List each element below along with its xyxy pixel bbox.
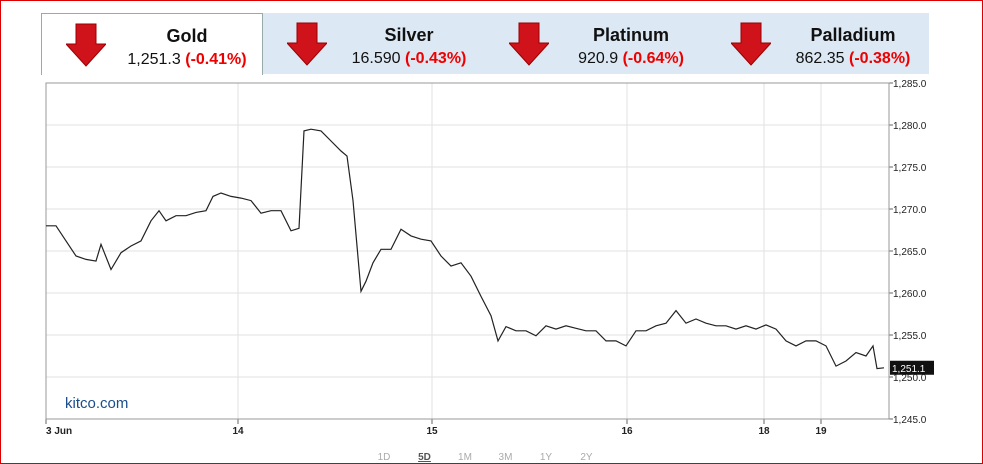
down-arrow-icon [731, 22, 771, 66]
tab-price-line: 862.35 (-0.38%) [777, 50, 929, 68]
range-button[interactable]: 5D [418, 452, 431, 463]
tab-price-line: 1,251.3 (-0.41%) [112, 51, 262, 69]
tab-change: (-0.41%) [185, 51, 247, 68]
x-tick-label: 15 [426, 426, 438, 437]
down-arrow-icon [66, 23, 106, 67]
range-button[interactable]: 1M [458, 452, 472, 463]
last-price-label: 1,251.1 [892, 364, 926, 375]
x-tick-label: 16 [621, 426, 633, 437]
x-tick-label: 18 [758, 426, 770, 437]
x-tick-label: 3 Jun [46, 426, 72, 437]
metal-tab[interactable]: Palladium 862.35 (-0.38%) [707, 13, 929, 74]
range-button[interactable]: 2Y [580, 452, 593, 463]
down-arrow-icon [509, 22, 549, 66]
y-tick-label: 1,255.0 [893, 331, 927, 342]
tab-name: Platinum [592, 25, 669, 45]
metal-tab[interactable]: Platinum 920.9 (-0.64%) [485, 13, 707, 74]
y-tick-label: 1,285.0 [893, 79, 927, 90]
metal-tabs: Gold 1,251.3 (-0.41%) Silver 16.590 (-0.43%… [41, 13, 929, 75]
tab-price: 1,251.3 [127, 51, 181, 68]
tab-change: (-0.64%) [622, 50, 684, 67]
y-tick-label: 1,245.0 [893, 415, 927, 426]
tab-price-line: 920.9 (-0.64%) [555, 50, 707, 68]
x-tick-label: 19 [815, 426, 827, 437]
last-price-box [890, 360, 934, 375]
metal-tab[interactable]: Gold 1,251.3 (-0.41%) [41, 13, 263, 75]
range-button[interactable]: 1D [378, 452, 391, 463]
y-tick-label: 1,260.0 [893, 289, 927, 300]
tab-name: Palladium [810, 25, 896, 45]
watermark: kitco.com [65, 395, 128, 412]
y-tick-label: 1,270.0 [893, 205, 927, 216]
y-tick-label: 1,250.0 [893, 373, 927, 384]
price-line [46, 128, 885, 370]
tab-change: (-0.43%) [405, 50, 467, 67]
y-tick-label: 1,265.0 [893, 247, 927, 258]
range-button[interactable]: 3M [499, 452, 513, 463]
tab-price: 16.590 [351, 50, 401, 67]
tab-name: Silver [384, 25, 434, 45]
x-tick-label: 14 [232, 426, 244, 437]
tab-change: (-0.38%) [849, 50, 911, 67]
y-tick-label: 1,280.0 [893, 121, 927, 132]
down-arrow-icon [287, 22, 327, 66]
tab-price: 920.9 [578, 50, 619, 67]
tab-price: 862.35 [795, 50, 845, 67]
tab-name: Gold [166, 26, 208, 46]
tab-price-line: 16.590 (-0.43%) [333, 50, 485, 68]
range-button[interactable]: 1Y [540, 452, 553, 463]
plot-frame [45, 82, 890, 420]
y-tick-label: 1,275.0 [893, 163, 927, 174]
metal-tab[interactable]: Silver 16.590 (-0.43%) [263, 13, 485, 74]
